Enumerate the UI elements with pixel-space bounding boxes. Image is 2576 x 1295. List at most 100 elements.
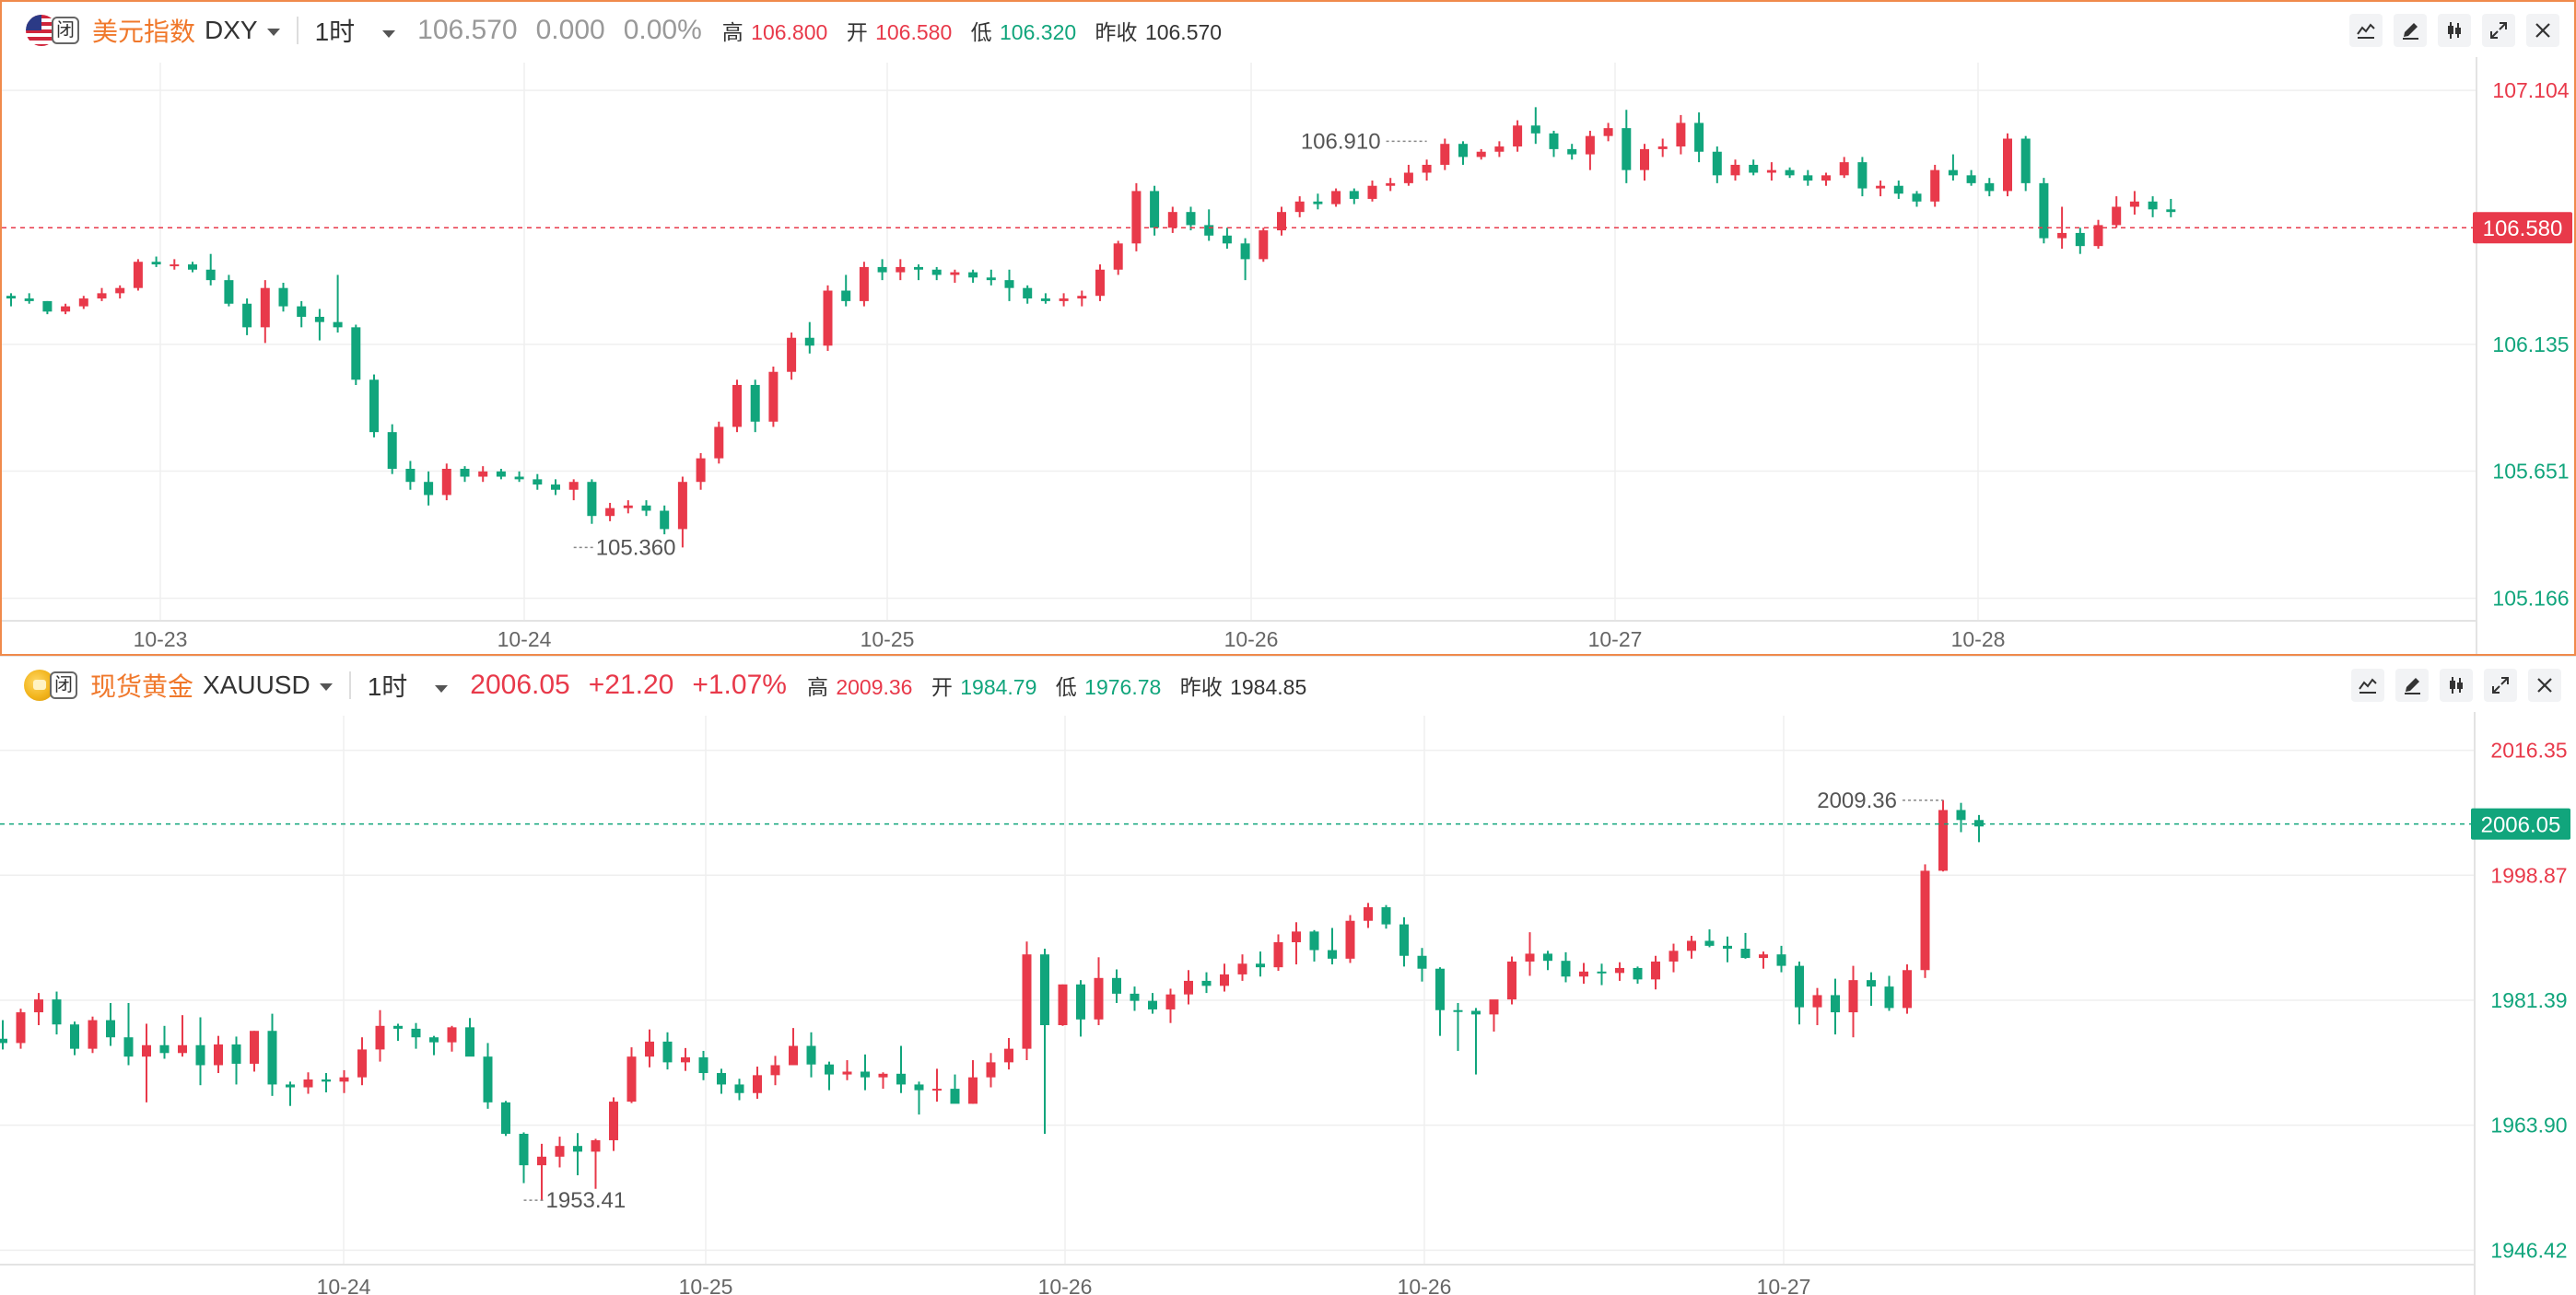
line-chart-button[interactable] xyxy=(2351,669,2384,702)
candle xyxy=(42,300,53,315)
candle xyxy=(1704,929,1715,948)
candle-body xyxy=(1903,970,1912,1009)
candle xyxy=(260,280,270,344)
candle-body xyxy=(2075,232,2085,247)
extreme-annotation: 2009.36 xyxy=(1817,788,1943,813)
candle xyxy=(841,274,851,307)
candle xyxy=(1201,972,1212,994)
grid xyxy=(0,716,2475,1265)
chevron-down-icon xyxy=(266,28,280,36)
candle xyxy=(1130,986,1140,1011)
last-price-tag-label: 106.580 xyxy=(2483,216,2563,241)
candle-body xyxy=(205,269,216,281)
expand-button[interactable] xyxy=(2484,669,2517,702)
candle xyxy=(1364,903,1373,928)
candle-body xyxy=(1567,148,1577,155)
candle xyxy=(662,1032,673,1070)
candle xyxy=(609,1097,618,1151)
dxy-candlestick-chart[interactable]: 10-23 10-24 10-25 10-26 10-27 10-28 107.104 106… xyxy=(2,2,2574,654)
draw-button[interactable] xyxy=(2395,669,2429,702)
candle xyxy=(1040,948,1049,1134)
low-value: 1976.78 xyxy=(1084,675,1162,699)
candle xyxy=(1776,945,1786,973)
candle-body xyxy=(1058,984,1068,1026)
y-tick-label: 1981.39 xyxy=(2490,988,2567,1012)
gold-chart-panel[interactable]: 10-24 10-25 10-26 10-26 10-27 2016.35 1998.87 1… xyxy=(0,656,2576,1295)
candle-body xyxy=(804,337,814,346)
candle-body xyxy=(1112,977,1121,994)
candle-body xyxy=(1294,201,1305,213)
candle xyxy=(1759,951,1768,969)
candle-body xyxy=(387,432,397,469)
candle-body xyxy=(214,1044,223,1066)
close-button[interactable] xyxy=(2528,669,2561,702)
candle xyxy=(770,1056,780,1086)
candle-body xyxy=(2166,209,2176,213)
expand-button[interactable] xyxy=(2482,14,2515,47)
candle-body xyxy=(1292,931,1301,943)
interval-selector[interactable]: 1时 xyxy=(315,12,396,49)
candle xyxy=(986,1053,996,1088)
candle xyxy=(519,1132,529,1184)
candle-settings-icon xyxy=(2448,22,2461,39)
candle-body xyxy=(0,1038,7,1044)
candle xyxy=(537,1143,546,1201)
symbol-selector[interactable]: XAUUSD xyxy=(203,671,333,700)
candle xyxy=(1237,954,1247,981)
candle xyxy=(1399,916,1409,967)
candle-body xyxy=(626,1056,637,1102)
interval-selector[interactable]: 1时 xyxy=(368,667,449,704)
candle-body xyxy=(623,505,633,508)
candle xyxy=(681,1047,690,1071)
candle-body xyxy=(2039,182,2049,239)
candle xyxy=(1220,963,1229,992)
close-button[interactable] xyxy=(2526,14,2559,47)
dxy-chart-panel[interactable]: 10-23 10-24 10-25 10-26 10-27 10-28 107.104 106… xyxy=(0,0,2576,656)
candle xyxy=(0,1020,7,1050)
annotation-label: 1953.41 xyxy=(546,1188,626,1213)
candle-body xyxy=(34,999,43,1013)
candle-body xyxy=(1930,169,1940,202)
candle-body xyxy=(1985,182,1995,192)
chart-toolbar xyxy=(2349,14,2559,47)
candle-body xyxy=(123,1037,134,1057)
candle-body xyxy=(1513,125,1523,147)
candle xyxy=(753,1067,762,1099)
candle xyxy=(645,1029,654,1068)
chevron-down-icon xyxy=(319,682,333,691)
candle-body xyxy=(1687,940,1696,951)
candle-body xyxy=(609,1102,618,1140)
symbol-name[interactable]: 现货黄金 xyxy=(90,672,194,701)
candle-body xyxy=(78,298,88,307)
draw-button[interactable] xyxy=(2394,14,2427,47)
candle-body xyxy=(1956,810,1966,821)
candle xyxy=(1422,159,1432,181)
candle-settings-button[interactable] xyxy=(2438,14,2471,47)
candle-body xyxy=(573,1146,582,1152)
candle xyxy=(267,1013,277,1096)
candle-body xyxy=(97,293,107,299)
candle xyxy=(97,287,107,301)
line-chart-button[interactable] xyxy=(2349,14,2383,47)
gold-candlestick-chart[interactable]: 10-24 10-25 10-26 10-26 10-27 2016.35 1998.87 1… xyxy=(0,657,2576,1295)
candle xyxy=(568,479,579,501)
candle-body xyxy=(1453,1009,1463,1012)
candle xyxy=(78,296,88,309)
symbol-name[interactable]: 美元指数 xyxy=(92,18,196,46)
candle-settings-button[interactable] xyxy=(2440,669,2473,702)
candle-body xyxy=(677,482,687,530)
candle xyxy=(2039,178,2049,244)
line-chart-icon xyxy=(2357,23,2375,39)
candle xyxy=(986,269,996,286)
candle xyxy=(750,379,760,433)
candle-body xyxy=(460,468,470,477)
candle xyxy=(1930,164,1940,207)
y-tick-label: 106.135 xyxy=(2492,332,2569,356)
candle xyxy=(1966,169,1976,186)
candle-body xyxy=(61,306,71,312)
candle xyxy=(303,1072,313,1094)
candle xyxy=(1585,130,1595,170)
candle-body xyxy=(496,471,506,477)
symbol-selector[interactable]: DXY xyxy=(205,16,280,45)
candle-body xyxy=(1417,955,1427,969)
